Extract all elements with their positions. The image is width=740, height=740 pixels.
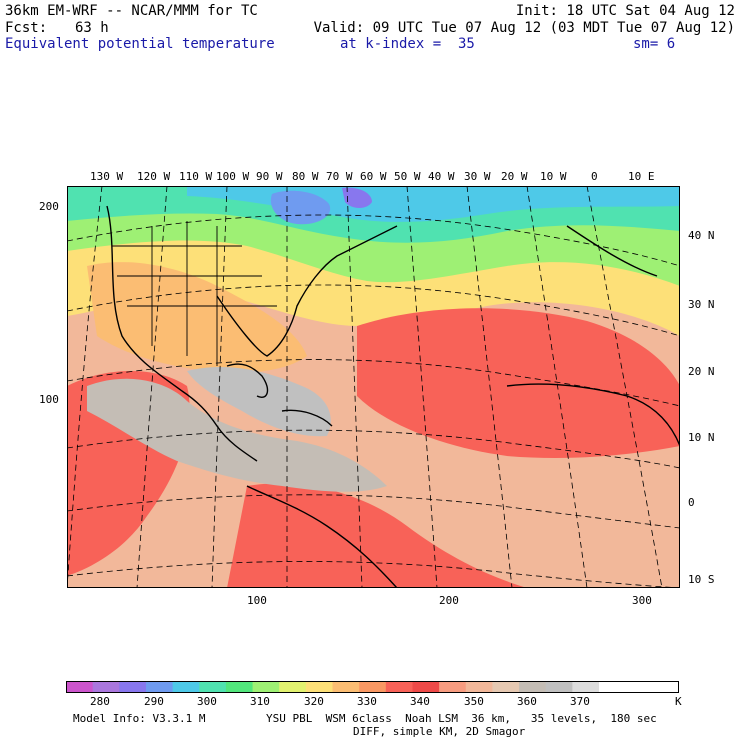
grid-y-label: 200 (39, 200, 59, 213)
colorbar-swatch (412, 681, 440, 693)
forecast-hour: 63 h (75, 20, 109, 36)
colorbar-label: 330 (357, 695, 377, 708)
colorbar-label: 360 (517, 695, 537, 708)
colorbar-label: 320 (304, 695, 324, 708)
lat-label: 0 (688, 496, 695, 509)
lon-label: 130 W (90, 170, 124, 183)
model-info: Model Info: V3.3.1 M (73, 712, 206, 725)
lat-label: 10 S (688, 573, 715, 586)
colorbar-swatch (465, 681, 493, 693)
lon-label: 110 W (179, 170, 213, 183)
lon-label: 30 W (464, 170, 491, 183)
contour-cold-core-2 (342, 187, 372, 208)
contour-caribbean-grey (187, 366, 331, 437)
colorbar-swatch (359, 681, 387, 693)
valid-time: Valid: 09 UTC Tue 07 Aug 12 (03 MDT Tue … (313, 20, 735, 36)
lon-label: 0 (591, 170, 598, 183)
colorbar (66, 681, 679, 693)
colorbar-swatch (66, 681, 94, 693)
lon-label: 40 W (428, 170, 455, 183)
colorbar-label: 300 (197, 695, 217, 708)
lon-label: 100 W (216, 170, 250, 183)
contour-gulf-grey (87, 378, 387, 492)
lat-label: 20 N (688, 365, 715, 378)
colorbar-swatch (305, 681, 334, 693)
theta-e-map (67, 186, 680, 588)
lon-label: 80 W (292, 170, 319, 183)
colorbar-swatch (625, 681, 653, 693)
field-name: Equivalent potential temperature (5, 36, 275, 52)
grid-x-label: 100 (247, 594, 267, 607)
grid-x-label: 200 (439, 594, 459, 607)
colorbar-swatch (332, 681, 360, 693)
colorbar-swatch (199, 681, 227, 693)
colorbar-swatch (519, 681, 547, 693)
lon-label: 20 W (501, 170, 528, 183)
grid-x-label: 300 (632, 594, 652, 607)
colorbar-swatch (279, 681, 307, 693)
colorbar-swatch (652, 681, 679, 693)
lon-label: 50 W (394, 170, 421, 183)
colorbar-swatch (572, 681, 600, 693)
colorbar-swatch (145, 681, 174, 693)
colorbar-swatch (385, 681, 413, 693)
colorbar-label: 350 (464, 695, 484, 708)
colorbar-swatch (492, 681, 520, 693)
colorbar-frame (66, 681, 679, 693)
forecast-label: Fcst: (5, 20, 48, 36)
lon-label: 120 W (137, 170, 171, 183)
contour-atlantic-hot (357, 308, 680, 458)
colorbar-label: 370 (570, 695, 590, 708)
physics-info: YSU PBL WSM 6class Noah LSM 36 km, 35 le… (266, 712, 657, 725)
colorbar-unit: K (675, 695, 682, 708)
boundaries (112, 221, 277, 366)
map-frame (67, 186, 680, 588)
colorbar-label: 290 (144, 695, 164, 708)
colorbar-swatch (252, 681, 280, 693)
lat-label: 40 N (688, 229, 715, 242)
lat-label: 10 N (688, 431, 715, 444)
colorbar-label: 280 (90, 695, 110, 708)
lon-label: 10 W (540, 170, 567, 183)
colorbar-swatch (225, 681, 254, 693)
grid-y-label: 100 (39, 393, 59, 406)
coastlines (106, 205, 680, 588)
colorbar-swatch (545, 681, 573, 693)
colorbar-swatch (172, 681, 200, 693)
lon-label: 70 W (326, 170, 353, 183)
lat-label: 30 N (688, 298, 715, 311)
graticule (67, 186, 680, 588)
lon-label: 90 W (256, 170, 283, 183)
colorbar-label: 340 (410, 695, 430, 708)
k-index: at k-index = 35 (340, 36, 475, 52)
contour-us-warm (87, 262, 307, 373)
model-title: 36km EM-WRF -- NCAR/MMM for TC (5, 3, 258, 19)
diffusion-info: DIFF, simple KM, 2D Smagor (353, 725, 526, 738)
lon-label: 60 W (360, 170, 387, 183)
lon-label: 10 E (628, 170, 655, 183)
colorbar-label: 310 (250, 695, 270, 708)
colorbar-swatch (92, 681, 120, 693)
smoothing: sm= 6 (633, 36, 676, 52)
colorbar-swatch (119, 681, 147, 693)
colorbar-swatch (599, 681, 627, 693)
colorbar-swatch (439, 681, 467, 693)
init-time: Init: 18 UTC Sat 04 Aug 12 (515, 3, 735, 19)
